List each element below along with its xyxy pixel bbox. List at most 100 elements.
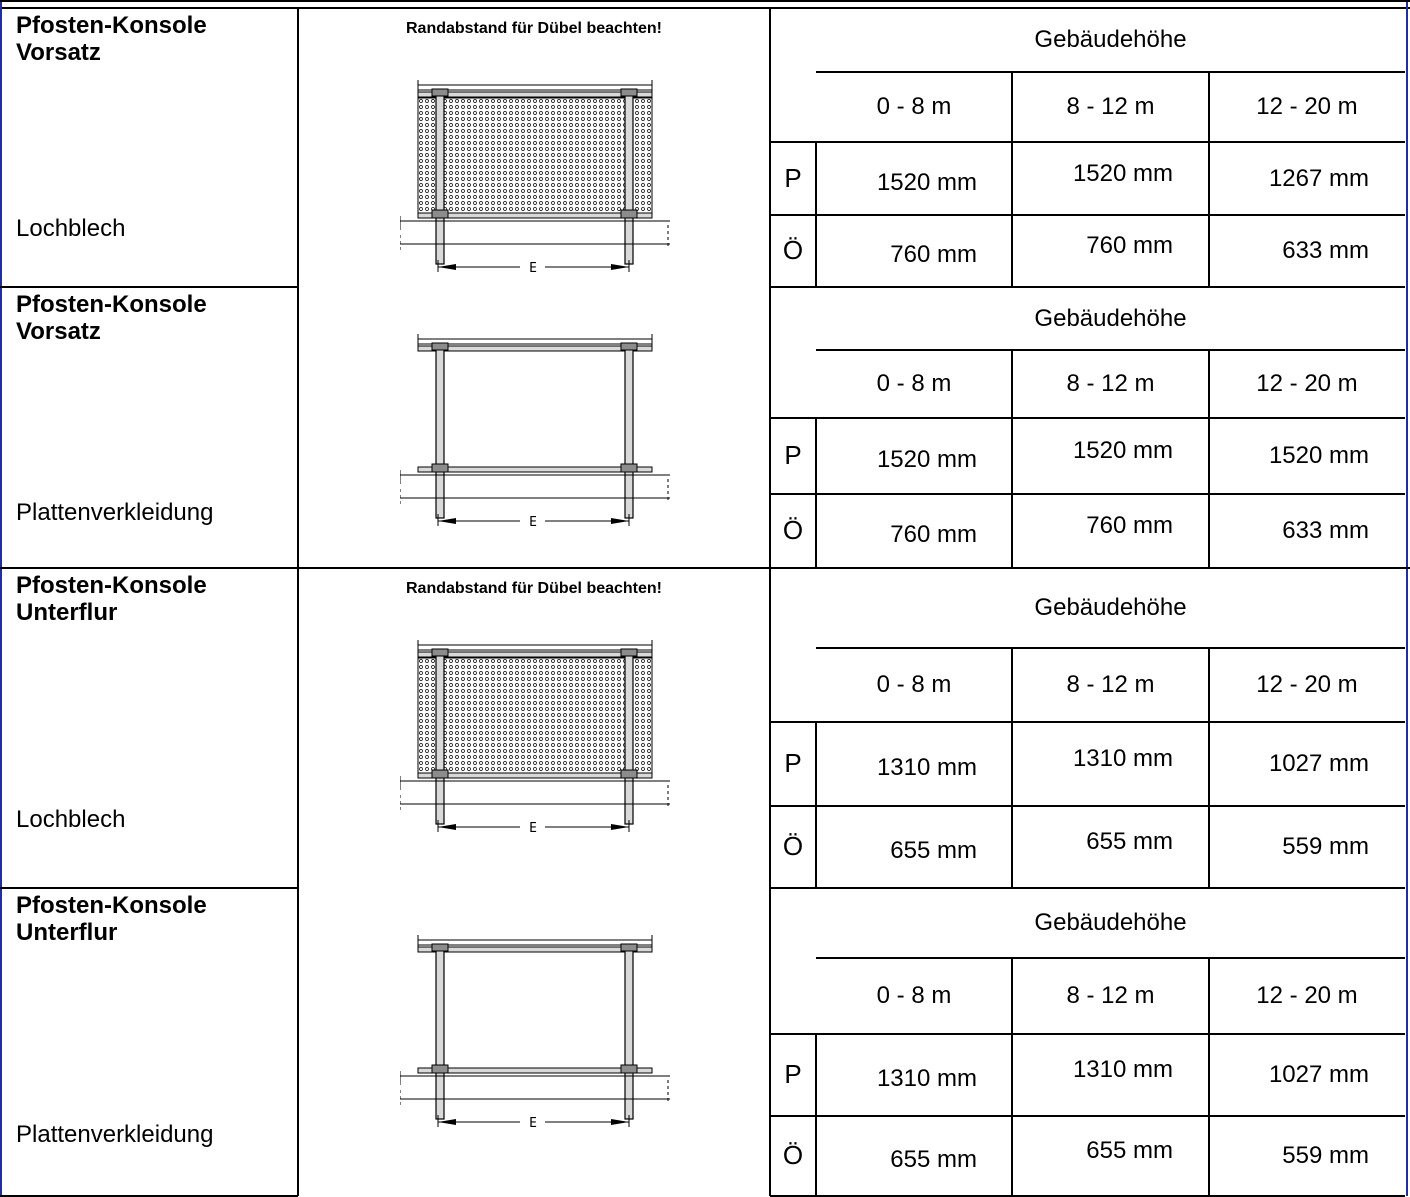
grid-line-vertical — [297, 888, 299, 1196]
section-title-line2: Vorsatz — [16, 39, 101, 66]
grid-line-vertical — [1011, 350, 1013, 568]
height-range-header: 12 - 20 m — [1256, 982, 1358, 1009]
panel-cladding-drawing: E — [400, 334, 670, 530]
value-cell: 760 mm — [890, 521, 977, 548]
grid-line-horizontal — [770, 887, 1405, 889]
height-range-header: 8 - 12 m — [1066, 370, 1155, 397]
section-title-line1: Pfosten-Konsole — [16, 291, 207, 318]
grid-line-vertical — [769, 888, 771, 1196]
row-label: P — [784, 440, 802, 470]
value-cell: 1310 mm — [1072, 745, 1173, 772]
grid-line-horizontal — [770, 141, 1405, 143]
value-cell: 559 mm — [1282, 833, 1369, 860]
height-range-header: 8 - 12 m — [1066, 982, 1155, 1009]
value-cell: 1267 mm — [1268, 165, 1369, 192]
grid-line-vertical — [769, 568, 771, 888]
panel-cladding-drawing: E — [400, 935, 670, 1131]
height-range-header: 8 - 12 m — [1066, 93, 1155, 120]
section-title-line2: Unterflur — [16, 599, 118, 626]
row-label: Ö — [782, 1140, 804, 1170]
material-label: Lochblech — [16, 806, 126, 833]
dimension-label: E — [529, 821, 537, 836]
grid-line-vertical — [1208, 958, 1210, 1196]
dowel-edge-note: Randabstand für Dübel beachten! — [405, 580, 663, 597]
material-label: Plattenverkleidung — [16, 1121, 214, 1148]
grid-line-horizontal — [770, 721, 1405, 723]
value-cell: 1520 mm — [1268, 442, 1369, 469]
grid-line-vertical — [297, 568, 299, 888]
height-range-header: 12 - 20 m — [1256, 370, 1358, 397]
grid-line-vertical — [0, 0, 2, 1196]
row-label: P — [784, 748, 802, 778]
value-cell: 1310 mm — [876, 754, 977, 781]
grid-line-vertical — [1011, 72, 1013, 287]
dimension-label: E — [529, 515, 537, 530]
grid-line-vertical — [1208, 350, 1210, 568]
height-range-header: 12 - 20 m — [1256, 93, 1358, 120]
grid-line-horizontal — [770, 1033, 1405, 1035]
grid-line-horizontal — [0, 887, 298, 889]
grid-line-horizontal — [0, 7, 1410, 9]
grid-line-horizontal — [816, 647, 1405, 649]
grid-line-vertical — [297, 8, 299, 287]
section-title-line2: Vorsatz — [16, 318, 101, 345]
height-range-header: 0 - 8 m — [876, 93, 952, 120]
value-cell: 559 mm — [1282, 1142, 1369, 1169]
value-cell: 1520 mm — [1072, 437, 1173, 464]
material-label: Plattenverkleidung — [16, 499, 214, 526]
grid-line-horizontal — [0, 286, 298, 288]
row-label: Ö — [782, 235, 804, 265]
section-title-line1: Pfosten-Konsole — [16, 12, 207, 39]
perforated-sheet-drawing: E — [400, 80, 670, 276]
value-cell: 1027 mm — [1268, 1061, 1369, 1088]
value-cell: 760 mm — [1086, 512, 1173, 539]
grid-line-vertical — [1208, 648, 1210, 888]
value-cell: 655 mm — [1086, 828, 1173, 855]
grid-line-vertical — [1406, 0, 1408, 1196]
grid-line-horizontal — [770, 805, 1405, 807]
value-cell: 655 mm — [1086, 1137, 1173, 1164]
grid-line-horizontal — [0, 0, 1410, 2]
building-height-header: Gebäudehöhe — [1034, 594, 1187, 621]
grid-line-horizontal — [816, 957, 1405, 959]
height-range-header: 0 - 8 m — [876, 370, 952, 397]
value-cell: 1520 mm — [876, 169, 977, 196]
height-range-header: 12 - 20 m — [1256, 671, 1358, 698]
value-cell: 655 mm — [890, 837, 977, 864]
value-cell: 1520 mm — [1072, 160, 1173, 187]
dowel-edge-note: Randabstand für Dübel beachten! — [405, 20, 663, 37]
value-cell: 655 mm — [890, 1146, 977, 1173]
grid-line-vertical — [1011, 958, 1013, 1196]
height-range-header: 8 - 12 m — [1066, 671, 1155, 698]
dimension-label: E — [529, 261, 537, 276]
row-label: P — [784, 163, 802, 193]
building-height-header: Gebäudehöhe — [1034, 909, 1187, 936]
grid-line-vertical — [1208, 72, 1210, 287]
grid-line-vertical — [1011, 648, 1013, 888]
grid-line-horizontal — [770, 417, 1405, 419]
value-cell: 633 mm — [1282, 517, 1369, 544]
grid-line-horizontal — [816, 349, 1405, 351]
value-cell: 1310 mm — [1072, 1056, 1173, 1083]
building-height-header: Gebäudehöhe — [1034, 305, 1187, 332]
grid-line-horizontal — [770, 1115, 1405, 1117]
grid-line-horizontal — [0, 567, 1410, 569]
grid-line-horizontal — [770, 214, 1405, 216]
perforated-sheet-drawing: E — [400, 640, 670, 836]
building-height-header: Gebäudehöhe — [1034, 26, 1187, 53]
grid-line-vertical — [769, 287, 771, 568]
row-label: Ö — [782, 831, 804, 861]
section-title-line2: Unterflur — [16, 919, 118, 946]
height-range-header: 0 - 8 m — [876, 982, 952, 1009]
grid-line-vertical — [297, 287, 299, 568]
value-cell: 1310 mm — [876, 1065, 977, 1092]
row-label: Ö — [782, 515, 804, 545]
dimension-label: E — [529, 1116, 537, 1131]
value-cell: 1027 mm — [1268, 750, 1369, 777]
value-cell: 1520 mm — [876, 446, 977, 473]
grid-line-horizontal — [816, 71, 1405, 73]
value-cell: 760 mm — [1086, 232, 1173, 259]
grid-line-horizontal — [770, 493, 1405, 495]
height-range-header: 0 - 8 m — [876, 671, 952, 698]
